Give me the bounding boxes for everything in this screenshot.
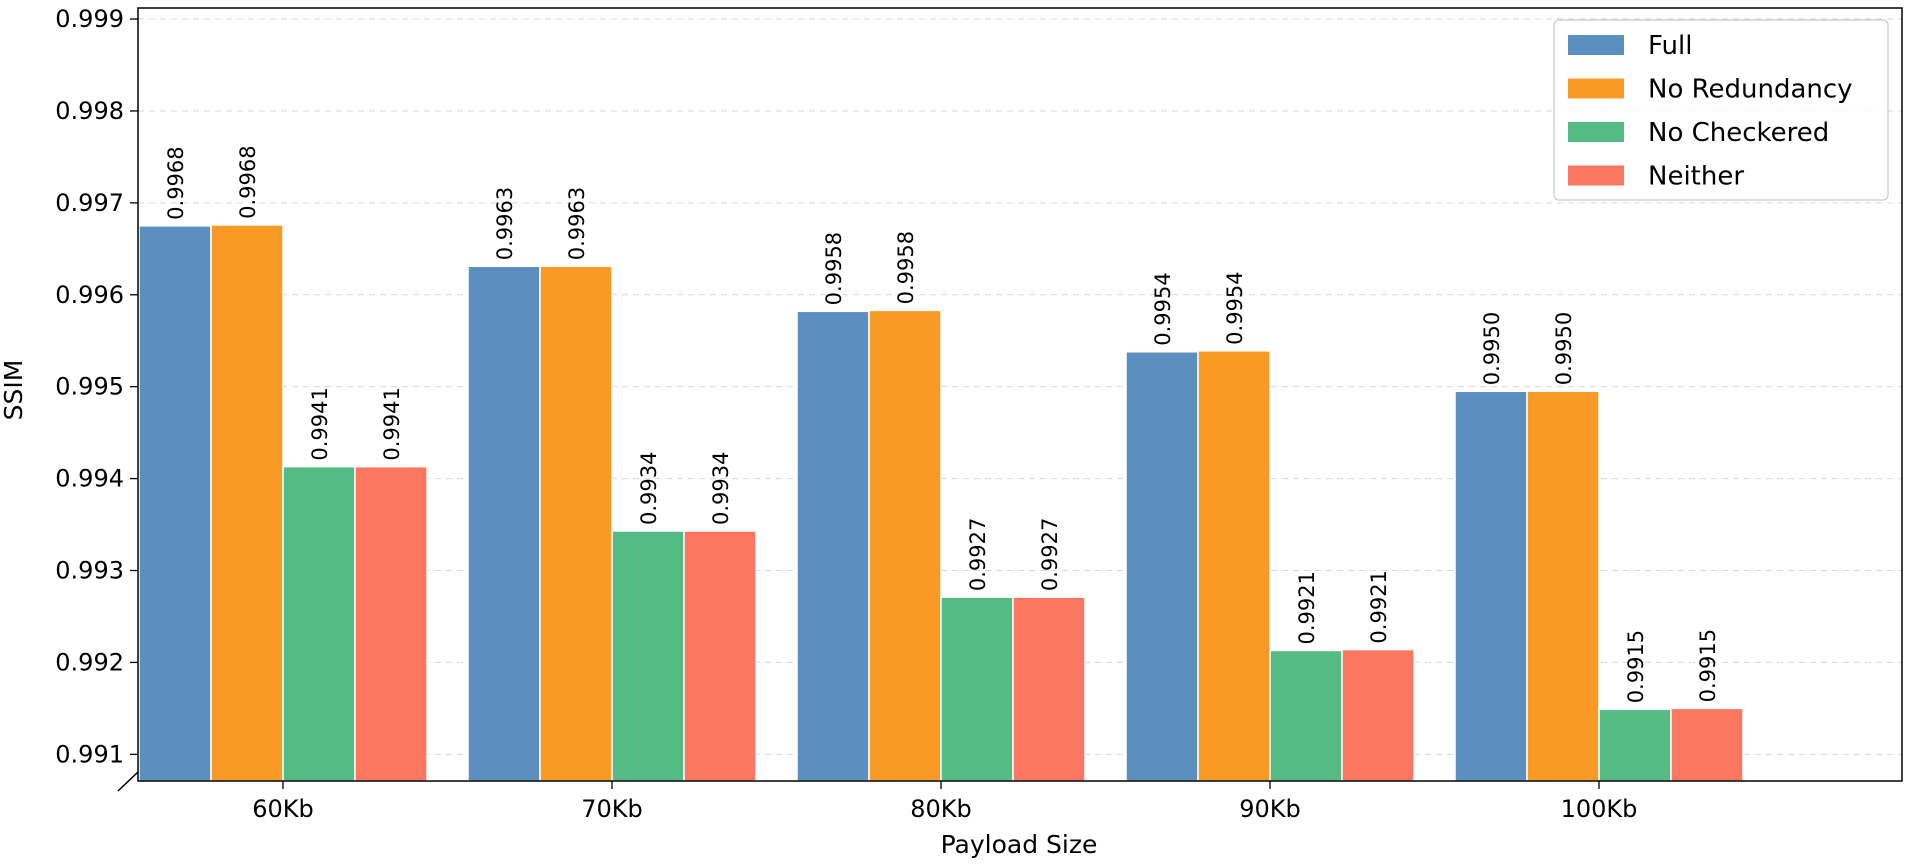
y-tick-label: 0.995	[55, 373, 124, 401]
bar-no-redundancy	[210, 224, 284, 782]
x-tick-label: 70Kb	[581, 795, 643, 823]
y-tick-label: 0.993	[55, 557, 124, 585]
y-tick-label: 0.996	[55, 281, 124, 309]
bar-neither	[1670, 707, 1744, 782]
bar-value-label: 0.9968	[164, 146, 188, 219]
axis-break-mark	[117, 771, 139, 792]
legend-item-neither[interactable]: Neither	[1648, 162, 1744, 192]
legend[interactable]: Full No Redundancy No Checkered Neither	[1553, 19, 1889, 201]
y-tick-label: 0.992	[55, 648, 124, 676]
bar-neither	[354, 465, 428, 782]
y-axis-title: SSIM	[0, 360, 28, 421]
bar-no-checkered	[1269, 649, 1343, 782]
legend-item-no-checkered[interactable]: No Checkered	[1648, 118, 1829, 148]
bar-no-checkered	[611, 530, 685, 782]
bar-value-label: 0.9927	[966, 518, 990, 591]
bar-value-label: 0.9934	[637, 452, 661, 525]
bar-no-redundancy	[868, 309, 942, 782]
x-tick-label: 100Kb	[1561, 795, 1638, 823]
bar-full	[796, 310, 870, 782]
bar-no-redundancy	[1197, 350, 1271, 782]
bar-full	[1454, 390, 1528, 782]
y-tick-label: 0.994	[55, 465, 124, 493]
bar-value-label: 0.9934	[709, 452, 733, 525]
x-axis-title: Payload Size	[941, 830, 1098, 859]
bar-no-redundancy	[1526, 390, 1600, 782]
bar-neither	[683, 530, 757, 782]
bar-value-label: 0.9968	[236, 145, 260, 218]
bar-neither	[1341, 648, 1415, 782]
bar-value-label: 0.9915	[1696, 629, 1720, 702]
x-tick-label: 60Kb	[252, 795, 314, 823]
bar-full	[138, 225, 212, 782]
plot-frame	[137, 7, 1903, 782]
bar-value-label: 0.9958	[822, 232, 846, 305]
x-tick-label: 80Kb	[910, 795, 972, 823]
bar-no-redundancy	[539, 265, 613, 782]
legend-item-no-redundancy[interactable]: No Redundancy	[1648, 75, 1853, 105]
bar-value-label: 0.9941	[308, 387, 332, 460]
legend-box	[1553, 19, 1889, 201]
axes	[117, 7, 1903, 792]
bar-value-label: 0.9941	[380, 387, 404, 460]
legend-swatch	[1568, 78, 1624, 99]
bar-full	[467, 265, 541, 782]
bar-value-label: 0.9963	[565, 187, 589, 260]
y-tick-label: 0.991	[55, 740, 124, 768]
bar-no-checkered	[1598, 708, 1672, 782]
bar-value-label: 0.9950	[1480, 312, 1504, 385]
tick-labels: 0.991 0.992 0.993 0.994 0.995 0.996 0.997 0.998…	[55, 5, 1637, 823]
bar-value-label: 0.9915	[1624, 630, 1648, 703]
x-tick-label: 90Kb	[1239, 795, 1301, 823]
bar-value-labels: 0.9968 0.9968 0.9941 0.9941 0.9963 0.9963 0.99…	[164, 145, 1720, 703]
bar-neither	[1012, 596, 1086, 782]
legend-swatch	[1568, 35, 1624, 55]
legend-swatch	[1568, 122, 1624, 142]
legend-swatch	[1568, 165, 1624, 186]
bar-no-checkered	[940, 596, 1014, 782]
bar-value-label: 0.9921	[1295, 571, 1319, 644]
bar-value-label: 0.9954	[1151, 272, 1175, 345]
bar-value-label: 0.9921	[1367, 570, 1391, 643]
legend-item-full[interactable]: Full	[1648, 31, 1692, 61]
bar-no-checkered	[282, 465, 356, 782]
y-tick-label: 0.998	[55, 97, 124, 125]
bar-value-label: 0.9927	[1038, 518, 1062, 591]
bar-value-label: 0.9950	[1552, 312, 1576, 385]
bar-value-label: 0.9954	[1223, 271, 1247, 344]
bar-full	[1125, 351, 1199, 782]
y-tick-label: 0.997	[55, 189, 124, 217]
bar-value-label: 0.9958	[894, 231, 918, 304]
y-tick-label: 0.999	[55, 5, 124, 33]
bar-value-label: 0.9963	[493, 187, 517, 260]
bars	[138, 224, 1744, 782]
